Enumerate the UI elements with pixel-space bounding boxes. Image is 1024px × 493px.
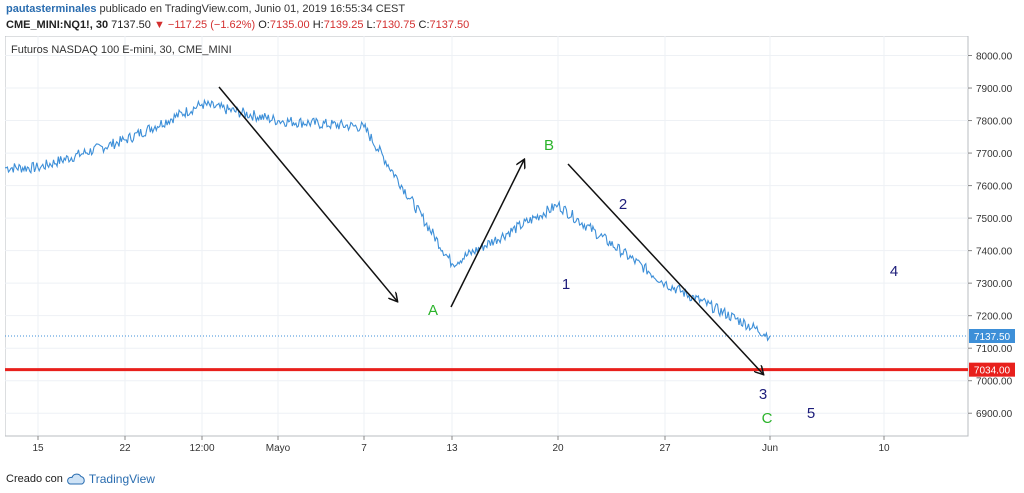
y-tick-label: 7900.00 [976,84,1013,95]
y-tick-label: 7700.00 [976,149,1013,160]
price-lines [5,335,968,372]
price-chart[interactable]: A B C 1 2 3 4 5 Futuros NASDAQ 100 E-mini, 30, … [5,36,1016,458]
open-value: 7135.00 [269,19,310,31]
y-tick-label: 7500.00 [976,214,1013,225]
x-tick-label: 20 [552,443,564,454]
last-price: 7137.50 [111,19,151,31]
trend-arrow [450,160,524,308]
wave-arrows [218,86,763,374]
down-arrow-icon: ▼ [153,19,165,31]
x-tick-label: 15 [32,443,44,454]
x-tick-label: 12:00 [189,443,214,454]
y-tick-label: 7000.00 [976,377,1013,388]
time-axis[interactable]: 15 22 12:00 Mayo 7 13 20 27 Jun 10 [5,435,968,454]
wave-label: 2 [619,196,627,213]
wave-label: 3 [759,386,767,403]
change-value: −117.25 (−1.62%) [167,19,256,31]
y-tick-label: 7600.00 [976,182,1013,193]
low-value: 7130.75 [375,19,416,31]
close-value: 7137.50 [429,19,470,31]
high-value: 7139.25 [323,19,364,31]
price-series-line [5,98,771,342]
price-tag-label: 7034.00 [974,366,1011,377]
price-tag [969,362,1015,377]
y-tick-label: 7400.00 [976,247,1013,258]
wave-labels: A B C 1 2 3 4 5 [428,137,898,427]
price-tag-label: 7137.50 [974,332,1011,343]
wave-label: 5 [807,405,815,422]
footer-text: Creado con [6,473,63,485]
symbol-label: CME_MINI:NQ1!, 30 [6,19,109,31]
close-label: C: [418,19,430,31]
wave-label: 4 [890,263,898,280]
wave-label: A [428,302,438,319]
y-tick-label: 7800.00 [976,117,1013,128]
x-tick-label: 10 [878,443,890,454]
open-label: O: [258,19,270,31]
y-tick-label: 6900.00 [976,409,1013,420]
price-axis[interactable]: 8000.00 7900.00 7800.00 7700.00 7600.00 7500.… [968,52,1015,421]
x-tick-label: 22 [119,443,131,454]
wave-label: B [544,137,554,154]
price-tag [969,329,1015,343]
tradingview-cloud-icon [66,473,85,485]
wave-label: C [762,410,773,427]
x-tick-label: Mayo [266,443,291,454]
y-tick-label: 7100.00 [976,344,1013,355]
trend-arrow [567,163,763,374]
author-name[interactable]: pautasterminales [6,3,97,15]
y-tick-label: 7200.00 [976,312,1013,323]
x-tick-label: 27 [659,443,671,454]
x-tick-label: 7 [361,443,367,454]
chart-title: Futuros NASDAQ 100 E-mini, 30, CME_MINI [11,44,232,56]
x-tick-label: Jun [762,443,778,454]
footer: Creado con TradingView [6,472,155,486]
trend-arrow [218,86,397,301]
ohlc-line: CME_MINI:NQ1!, 30 7137.50 ▼ −117.25 (−1.… [6,19,469,31]
wave-label: 1 [562,276,570,293]
tradingview-link[interactable]: TradingView [88,472,155,486]
x-tick-label: 13 [446,443,458,454]
low-label: L: [366,19,376,31]
high-label: H: [312,19,324,31]
publisher-line: pautasterminales publicado en TradingVie… [6,3,405,15]
publish-info: publicado en TradingView.com, Junio 01, … [99,3,406,15]
y-tick-label: 8000.00 [976,52,1013,63]
y-tick-label: 7300.00 [976,279,1013,290]
